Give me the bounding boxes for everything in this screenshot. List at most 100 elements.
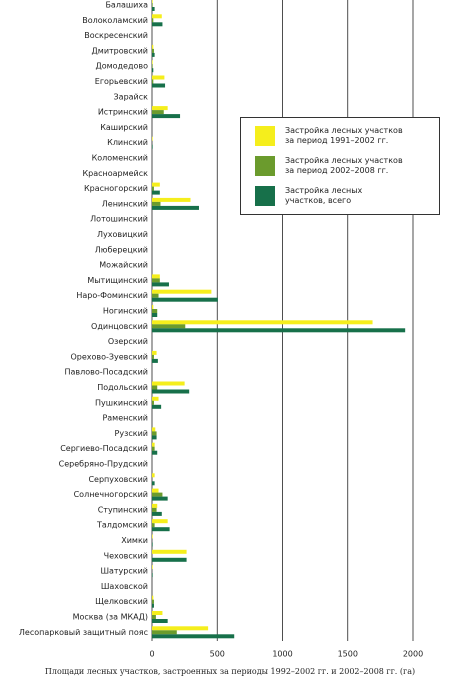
bar [152,481,155,486]
bar [152,52,155,57]
bar [152,297,218,302]
y-tick-label: Домодедово [95,62,148,71]
bar [152,309,158,313]
bar [152,22,163,27]
x-tick-label: 1500 [338,650,358,659]
y-tick-label: Одинцовский [91,322,148,331]
y-tick-label: Красноармейск [82,169,148,178]
y-tick-label: Москва (за МКАД) [73,613,148,622]
bar [152,190,160,195]
y-tick-label: Красногорский [84,184,148,193]
bar [152,7,155,11]
bar [152,182,160,187]
y-tick-label: Балашиха [105,1,148,10]
bar [152,595,154,600]
bar [152,3,153,7]
bar [152,400,154,405]
bar [152,615,156,619]
bar [152,18,154,23]
bar [152,549,187,554]
y-tick-label: Химки [121,536,148,545]
legend-label: Застройка лесных участков за период 2002… [285,156,403,175]
bar [152,626,209,631]
bar [152,305,154,309]
y-tick-label: Наро-Фоминский [76,291,148,300]
bar [152,603,154,608]
legend-entry: Застройка лесных участков за период 2002… [255,156,433,176]
legend-swatch [255,126,275,146]
bar [152,431,157,436]
bar [152,599,154,604]
caption: Площади лесных участков, застроенных за … [44,667,416,676]
y-tick-label: Раменский [102,414,148,423]
bar [152,619,168,623]
y-tick-label: Ленинский [102,199,148,208]
bar [152,293,159,298]
y-tick-label: Орехово-Зуевский [70,352,148,361]
y-tick-label: Мытищинский [87,276,148,285]
bar [152,446,155,451]
y-tick-label: Солнечногорский [74,490,148,499]
bar [152,396,159,401]
bar [152,503,158,508]
bar [152,435,157,440]
bar [152,114,181,119]
y-tick-label: Подольский [97,383,148,392]
y-tick-label: Талдомский [96,521,148,530]
legend-label: Застройка лесных участков за период 1991… [285,126,403,145]
bar [152,110,164,115]
y-tick-label: Дмитровский [92,46,148,55]
bar [152,527,170,532]
y-tick-label: Волоколамский [82,16,148,25]
legend-label: Застройка лесных участков, всего [285,186,363,205]
bar [152,354,154,359]
bar [152,496,168,501]
bar [152,278,160,283]
x-tick-label: 500 [210,650,225,659]
bar [152,542,153,547]
bar [152,48,154,53]
bar [152,427,156,432]
bar [152,350,157,355]
y-tick-label: Ступинский [98,505,148,514]
bar [152,630,177,635]
legend: Застройка лесных участков за период 1991… [240,117,440,215]
bar [152,565,153,570]
y-tick-label: Серебряно-Прудский [59,460,148,469]
bar [152,534,153,539]
bar [152,404,162,409]
bar [152,197,191,202]
y-tick-label: Чеховский [104,551,148,560]
y-tick-label: Лесопарковый защитный пояс [19,628,148,637]
legend-swatch [255,186,275,206]
bar [152,75,165,80]
y-tick-label: Пушкинский [95,398,148,407]
y-tick-label: Шатурский [100,567,148,576]
bar [152,44,154,49]
y-tick-label: Серпуховский [88,475,148,484]
bar [152,0,153,3]
bar [152,611,163,615]
y-tick-label: Каширский [100,123,148,132]
legend-swatch [255,156,275,176]
bar [152,60,153,65]
x-tick-label: 0 [149,650,154,659]
bar [152,144,153,149]
y-tick-label: Шаховской [101,582,148,591]
x-tick-label: 2000 [403,650,423,659]
bar [152,450,158,455]
bar [152,106,168,111]
bar [152,79,154,84]
bar [152,488,159,493]
y-tick-label: Можайский [99,261,148,270]
bar [152,14,162,19]
bar [152,201,161,206]
bar [152,328,406,333]
bar [152,282,169,287]
y-tick-label: Озерский [108,337,148,346]
legend-entry: Застройка лесных участков за период 1991… [255,126,433,146]
bar [152,511,162,516]
bar [152,442,155,447]
